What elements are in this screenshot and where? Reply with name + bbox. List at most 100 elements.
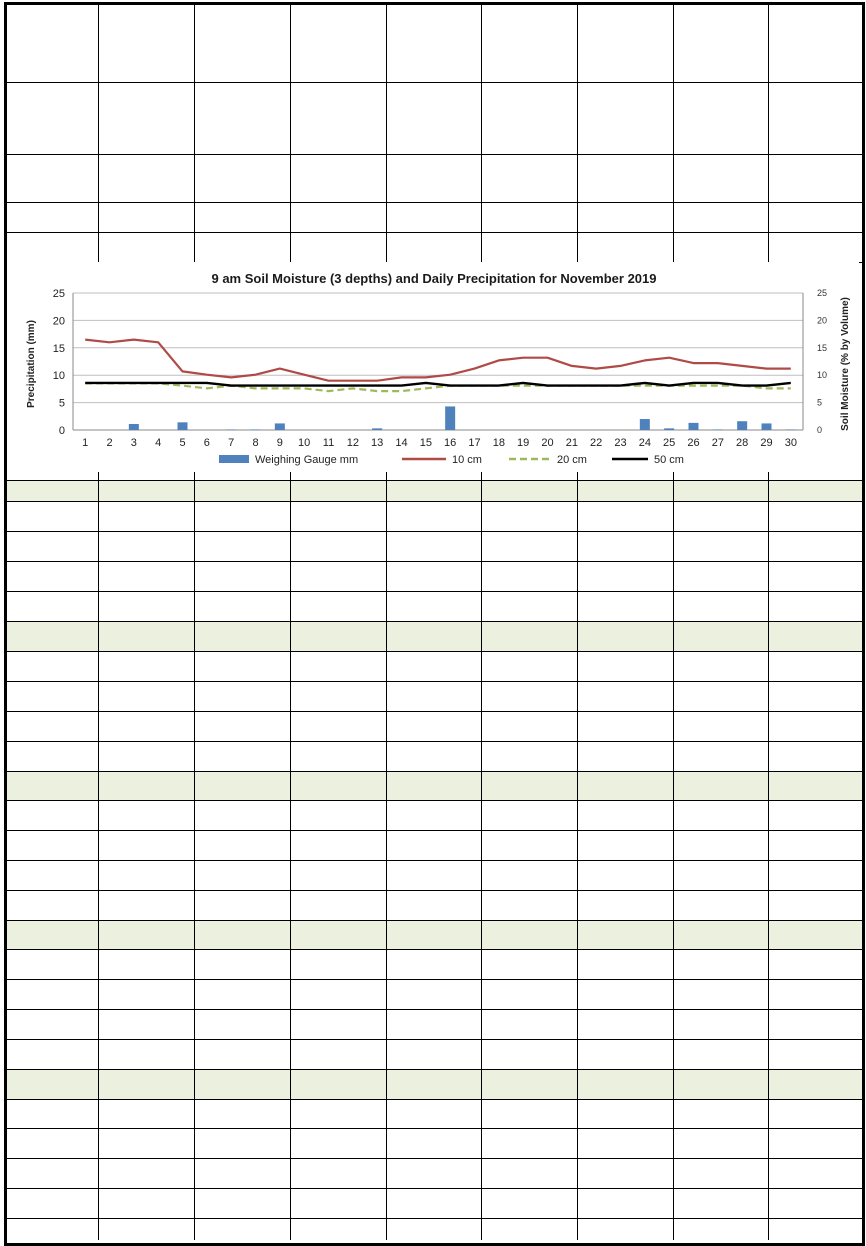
grid-column-line: [290, 5, 291, 1240]
y2-tick-label: 15: [817, 343, 827, 353]
x-tick-label: 9: [277, 437, 283, 449]
x-tick-label: 2: [106, 437, 112, 449]
x-tick-label: 13: [371, 437, 383, 449]
grid-row[interactable]: [7, 861, 862, 891]
grid-row[interactable]: [7, 1070, 862, 1100]
x-tick-label: 11: [323, 437, 334, 449]
y2-tick-label: 25: [817, 288, 827, 298]
sheet-border: [4, 2, 865, 1246]
x-tick-label: 27: [712, 437, 724, 449]
precip-bar: [250, 429, 261, 430]
x-tick-label: 4: [155, 437, 161, 449]
precip-bar: [712, 429, 723, 430]
y-tick-label: 10: [53, 370, 65, 382]
grid-row[interactable]: [7, 980, 862, 1010]
precip-bar: [664, 428, 675, 430]
chart-legend: Weighing Gauge mm 10 cm 20 cm 50 cm: [219, 454, 684, 466]
grid-column-line: [386, 5, 387, 1240]
x-tick-label: 21: [566, 437, 578, 449]
grid-row[interactable]: [7, 203, 862, 233]
grid-row[interactable]: [7, 263, 862, 481]
x-tick-label: 1: [82, 437, 88, 449]
grid-row[interactable]: [7, 831, 862, 861]
grid-row[interactable]: [7, 652, 862, 682]
precip-bar: [128, 423, 139, 430]
grid-row[interactable]: [7, 481, 862, 502]
grid-row[interactable]: [7, 5, 862, 83]
x-tick-label: 10: [298, 437, 310, 449]
precip-bar: [177, 422, 188, 430]
x-tick-label: 26: [687, 437, 699, 449]
y2-tick-label: 5: [817, 398, 822, 408]
legend-label: Weighing Gauge mm: [255, 454, 358, 466]
grid-row[interactable]: [7, 155, 862, 203]
x-tick-label: 20: [541, 437, 553, 449]
grid-row[interactable]: [7, 682, 862, 712]
x-tick-label: 23: [614, 437, 626, 449]
grid-row[interactable]: [7, 1040, 862, 1070]
x-axis-ticks: 1 2 3 4 5 6 7 8 9 10 11 12 13 14 15 16 17 18 19 20 21 22 23 24 2…: [82, 437, 797, 449]
grid-row[interactable]: [7, 1189, 862, 1219]
grid-row[interactable]: [7, 891, 862, 921]
grid-row[interactable]: [7, 562, 862, 592]
grid-column-line: [768, 5, 769, 1240]
precip-bar: [737, 421, 748, 430]
x-tick-label: 22: [590, 437, 602, 449]
grid-row[interactable]: [7, 772, 862, 801]
grid-row[interactable]: [7, 622, 862, 652]
y-tick-label: 5: [59, 398, 65, 410]
legend-label: 10 cm: [452, 454, 482, 466]
grid-row[interactable]: [7, 1100, 862, 1129]
grid-row[interactable]: [7, 801, 862, 831]
x-tick-label: 14: [395, 437, 407, 449]
legend-label: 50 cm: [654, 454, 684, 466]
gridlines: [72, 292, 804, 431]
precipitation-bars: [128, 406, 796, 430]
right-axis-ticks: 0 5 10 15 20 25: [817, 288, 827, 435]
x-tick-label: 25: [663, 437, 675, 449]
precip-bar: [688, 422, 699, 430]
grid-column-line: [481, 5, 482, 1240]
x-tick-label: 18: [493, 437, 505, 449]
precip-bar: [372, 428, 383, 430]
y2-tick-label: 0: [817, 425, 822, 435]
x-tick-label: 15: [420, 437, 432, 449]
y2-tick-label: 20: [817, 315, 827, 325]
precip-bar: [639, 419, 650, 430]
legend-swatch: [219, 455, 249, 463]
y-axis-label: Precipitation (mm): [26, 320, 37, 408]
grid-row[interactable]: [7, 950, 862, 980]
series-line-10-cm: [85, 338, 791, 382]
x-tick-label: 29: [760, 437, 772, 449]
grid-row[interactable]: [7, 712, 862, 742]
grid-row[interactable]: [7, 592, 862, 622]
grid-column-line: [673, 5, 674, 1240]
grid-row[interactable]: [7, 921, 862, 950]
x-tick-label: 19: [517, 437, 529, 449]
y-tick-label: 0: [59, 425, 65, 437]
embedded-chart[interactable]: 9 am Soil Moisture (3 depths) and Daily …: [7, 262, 859, 472]
x-tick-label: 17: [468, 437, 480, 449]
y-tick-label: 25: [53, 288, 65, 300]
grid-row[interactable]: [7, 83, 862, 155]
grid-row[interactable]: [7, 1159, 862, 1189]
x-tick-label: 6: [204, 437, 210, 449]
grid-row[interactable]: [7, 1010, 862, 1040]
y2-axis-label: Soil Moisture (% by Volume): [840, 297, 851, 431]
soil-moisture-lines: [85, 338, 791, 393]
grid-row[interactable]: [7, 502, 862, 532]
series-line-50-cm: [85, 381, 791, 387]
grid-row[interactable]: [7, 532, 862, 562]
left-axis-ticks: 0 5 10 15 20 25: [53, 288, 65, 437]
chart-title: 9 am Soil Moisture (3 depths) and Daily …: [211, 271, 656, 286]
x-tick-label: 7: [228, 437, 234, 449]
precip-bar: [226, 429, 237, 430]
y-tick-label: 20: [53, 315, 65, 327]
precip-bar: [761, 423, 772, 430]
grid-row[interactable]: [7, 742, 862, 772]
grid-row[interactable]: [7, 1129, 862, 1159]
x-tick-label: 8: [252, 437, 258, 449]
precip-bar: [274, 423, 285, 430]
x-tick-label: 3: [131, 437, 137, 449]
